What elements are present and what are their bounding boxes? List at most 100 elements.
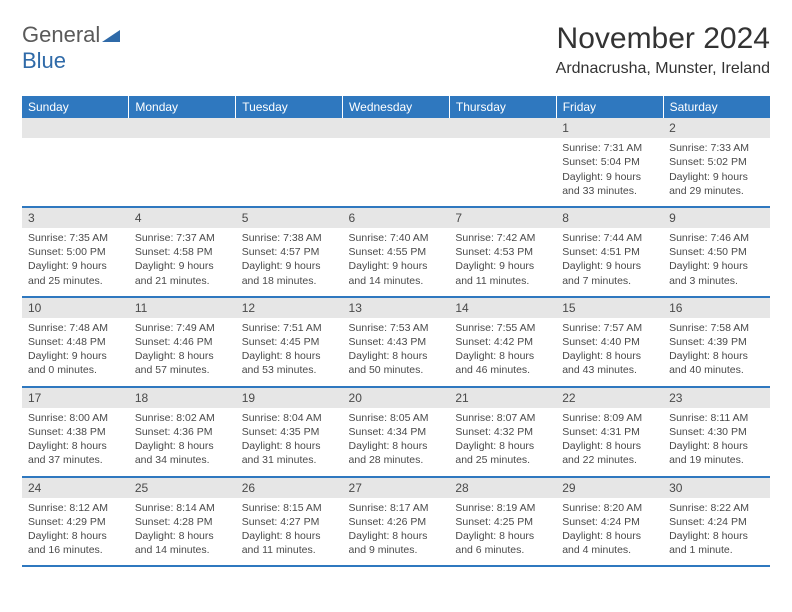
day-content-line: Sunset: 4:51 PM xyxy=(562,245,657,259)
day-content-line: Daylight: 9 hours and 33 minutes. xyxy=(562,170,657,198)
calendar-cell: 17Sunrise: 8:00 AMSunset: 4:38 PMDayligh… xyxy=(22,387,129,477)
day-header-cell: Sunday xyxy=(22,96,129,118)
calendar-cell: 23Sunrise: 8:11 AMSunset: 4:30 PMDayligh… xyxy=(663,387,770,477)
calendar-cell: 27Sunrise: 8:17 AMSunset: 4:26 PMDayligh… xyxy=(343,477,450,567)
day-content-line: Sunset: 4:45 PM xyxy=(242,335,337,349)
day-number: 15 xyxy=(556,298,663,318)
day-content-line: Daylight: 8 hours and 28 minutes. xyxy=(349,439,444,467)
day-content-line: Sunrise: 7:58 AM xyxy=(669,321,764,335)
day-content-line: Sunrise: 7:35 AM xyxy=(28,231,123,245)
day-content: Sunrise: 7:35 AMSunset: 5:00 PMDaylight:… xyxy=(22,228,129,296)
day-content-line: Sunset: 4:27 PM xyxy=(242,515,337,529)
day-content xyxy=(343,138,450,198)
day-number: 11 xyxy=(129,298,236,318)
day-content-line: Sunrise: 7:42 AM xyxy=(455,231,550,245)
day-content-line: Daylight: 8 hours and 50 minutes. xyxy=(349,349,444,377)
day-content: Sunrise: 7:58 AMSunset: 4:39 PMDaylight:… xyxy=(663,318,770,386)
day-content-line: Sunset: 4:50 PM xyxy=(669,245,764,259)
day-content-line: Daylight: 8 hours and 16 minutes. xyxy=(28,529,123,557)
day-content: Sunrise: 7:40 AMSunset: 4:55 PMDaylight:… xyxy=(343,228,450,296)
day-number xyxy=(343,118,450,138)
calendar-cell xyxy=(129,118,236,207)
calendar-cell: 4Sunrise: 7:37 AMSunset: 4:58 PMDaylight… xyxy=(129,207,236,297)
day-content-line: Sunset: 4:53 PM xyxy=(455,245,550,259)
day-content-line: Sunset: 4:25 PM xyxy=(455,515,550,529)
day-content-line: Sunrise: 8:00 AM xyxy=(28,411,123,425)
calendar-week: 1Sunrise: 7:31 AMSunset: 5:04 PMDaylight… xyxy=(22,118,770,207)
day-number: 8 xyxy=(556,208,663,228)
day-content: Sunrise: 8:04 AMSunset: 4:35 PMDaylight:… xyxy=(236,408,343,476)
day-number: 20 xyxy=(343,388,450,408)
day-content-line: Daylight: 8 hours and 14 minutes. xyxy=(135,529,230,557)
day-content: Sunrise: 7:37 AMSunset: 4:58 PMDaylight:… xyxy=(129,228,236,296)
day-number: 6 xyxy=(343,208,450,228)
day-number: 28 xyxy=(449,478,556,498)
day-content-line: Daylight: 8 hours and 1 minute. xyxy=(669,529,764,557)
calendar-cell: 12Sunrise: 7:51 AMSunset: 4:45 PMDayligh… xyxy=(236,297,343,387)
day-content: Sunrise: 7:57 AMSunset: 4:40 PMDaylight:… xyxy=(556,318,663,386)
calendar-cell: 3Sunrise: 7:35 AMSunset: 5:00 PMDaylight… xyxy=(22,207,129,297)
day-content: Sunrise: 7:53 AMSunset: 4:43 PMDaylight:… xyxy=(343,318,450,386)
day-content xyxy=(449,138,556,198)
calendar-cell: 18Sunrise: 8:02 AMSunset: 4:36 PMDayligh… xyxy=(129,387,236,477)
page-subtitle: Ardnacrusha, Munster, Ireland xyxy=(556,60,770,78)
day-content: Sunrise: 8:09 AMSunset: 4:31 PMDaylight:… xyxy=(556,408,663,476)
day-content: Sunrise: 8:00 AMSunset: 4:38 PMDaylight:… xyxy=(22,408,129,476)
day-number: 29 xyxy=(556,478,663,498)
day-content-line: Daylight: 8 hours and 53 minutes. xyxy=(242,349,337,377)
day-content-line: Sunset: 4:48 PM xyxy=(28,335,123,349)
day-number: 14 xyxy=(449,298,556,318)
day-content-line: Sunset: 5:02 PM xyxy=(669,155,764,169)
day-number xyxy=(22,118,129,138)
day-content-line: Sunrise: 8:04 AM xyxy=(242,411,337,425)
day-content-line: Sunrise: 8:15 AM xyxy=(242,501,337,515)
day-content: Sunrise: 7:42 AMSunset: 4:53 PMDaylight:… xyxy=(449,228,556,296)
day-number: 26 xyxy=(236,478,343,498)
day-number: 7 xyxy=(449,208,556,228)
calendar-cell xyxy=(343,118,450,207)
day-content: Sunrise: 7:55 AMSunset: 4:42 PMDaylight:… xyxy=(449,318,556,386)
day-content-line: Sunset: 4:26 PM xyxy=(349,515,444,529)
day-number xyxy=(236,118,343,138)
day-content-line: Sunset: 4:38 PM xyxy=(28,425,123,439)
day-content-line: Sunset: 4:28 PM xyxy=(135,515,230,529)
day-content-line: Sunrise: 7:44 AM xyxy=(562,231,657,245)
day-content-line: Daylight: 9 hours and 29 minutes. xyxy=(669,170,764,198)
calendar-cell: 22Sunrise: 8:09 AMSunset: 4:31 PMDayligh… xyxy=(556,387,663,477)
day-header-cell: Monday xyxy=(129,96,236,118)
page: General Blue November 2024 Ardnacrusha, … xyxy=(0,0,792,567)
day-content-line: Sunrise: 7:40 AM xyxy=(349,231,444,245)
day-content: Sunrise: 8:02 AMSunset: 4:36 PMDaylight:… xyxy=(129,408,236,476)
day-content-line: Sunset: 4:30 PM xyxy=(669,425,764,439)
day-content-line: Sunset: 4:43 PM xyxy=(349,335,444,349)
day-content-line: Sunrise: 8:22 AM xyxy=(669,501,764,515)
day-content-line: Sunrise: 8:17 AM xyxy=(349,501,444,515)
calendar-cell: 8Sunrise: 7:44 AMSunset: 4:51 PMDaylight… xyxy=(556,207,663,297)
day-content: Sunrise: 8:11 AMSunset: 4:30 PMDaylight:… xyxy=(663,408,770,476)
calendar-cell: 20Sunrise: 8:05 AMSunset: 4:34 PMDayligh… xyxy=(343,387,450,477)
day-content-line: Daylight: 9 hours and 14 minutes. xyxy=(349,259,444,287)
day-content-line: Sunrise: 8:14 AM xyxy=(135,501,230,515)
calendar-cell: 9Sunrise: 7:46 AMSunset: 4:50 PMDaylight… xyxy=(663,207,770,297)
day-content-line: Sunset: 4:58 PM xyxy=(135,245,230,259)
day-content-line: Sunset: 4:40 PM xyxy=(562,335,657,349)
day-content xyxy=(236,138,343,198)
day-content-line: Sunrise: 8:20 AM xyxy=(562,501,657,515)
logo-text: General Blue xyxy=(22,22,120,74)
day-header-cell: Tuesday xyxy=(236,96,343,118)
day-content-line: Daylight: 8 hours and 25 minutes. xyxy=(455,439,550,467)
header: General Blue November 2024 Ardnacrusha, … xyxy=(22,22,770,78)
day-content-line: Sunrise: 8:09 AM xyxy=(562,411,657,425)
calendar-cell: 11Sunrise: 7:49 AMSunset: 4:46 PMDayligh… xyxy=(129,297,236,387)
calendar-week: 10Sunrise: 7:48 AMSunset: 4:48 PMDayligh… xyxy=(22,297,770,387)
day-content-line: Sunrise: 7:38 AM xyxy=(242,231,337,245)
day-content-line: Sunset: 4:55 PM xyxy=(349,245,444,259)
logo-triangle-icon xyxy=(102,22,120,48)
day-number: 5 xyxy=(236,208,343,228)
day-content-line: Daylight: 9 hours and 18 minutes. xyxy=(242,259,337,287)
day-content-line: Sunrise: 7:57 AM xyxy=(562,321,657,335)
day-content: Sunrise: 7:49 AMSunset: 4:46 PMDaylight:… xyxy=(129,318,236,386)
day-number: 25 xyxy=(129,478,236,498)
day-content: Sunrise: 8:20 AMSunset: 4:24 PMDaylight:… xyxy=(556,498,663,566)
day-number: 10 xyxy=(22,298,129,318)
